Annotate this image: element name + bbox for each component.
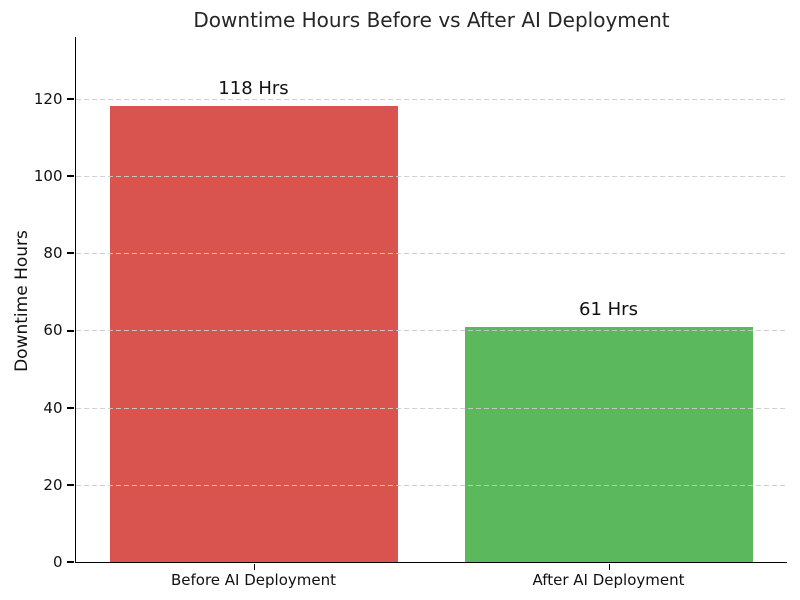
- bar-value-label-before-ai-deployment: 118 Hrs: [218, 78, 289, 99]
- y-tick-label-0: 0: [52, 553, 63, 571]
- gridline-y-20: [75, 485, 787, 486]
- x-tick-label-after-ai-deployment: After AI Deployment: [532, 571, 685, 589]
- gridline-y-80: [75, 253, 787, 254]
- gridline-y-60: [75, 330, 787, 331]
- y-tick-80: [67, 252, 74, 254]
- y-tick-label-20: 20: [43, 476, 63, 494]
- plot-area: 118 Hrs Before AI Deployment 61 Hrs After A…: [34, 37, 787, 589]
- y-tick-label-60: 60: [43, 321, 63, 339]
- chart-title: Downtime Hours Before vs After AI Deploy…: [193, 8, 670, 32]
- y-tick-60: [67, 330, 74, 332]
- y-tick-label-80: 80: [43, 244, 63, 262]
- y-tick-100: [67, 175, 74, 177]
- y-axis-label: Downtime Hours: [12, 230, 32, 372]
- x-tick-after-ai-deployment: [608, 563, 610, 570]
- y-tick-label-100: 100: [33, 167, 63, 185]
- gridline-y-100: [75, 176, 787, 177]
- y-tick-label-120: 120: [33, 90, 63, 108]
- bar-value-label-after-ai-deployment: 61 Hrs: [579, 299, 638, 320]
- gridline-y-120: [75, 99, 787, 100]
- y-tick-label-40: 40: [43, 399, 63, 417]
- bar-before-ai-deployment: [109, 106, 398, 562]
- y-tick-40: [67, 407, 74, 409]
- bar-after-ai-deployment: [464, 327, 753, 562]
- gridline-y-40: [75, 408, 787, 409]
- y-tick-0: [67, 561, 74, 563]
- x-tick-before-ai-deployment: [253, 563, 255, 570]
- x-tick-label-before-ai-deployment: Before AI Deployment: [170, 571, 336, 589]
- y-tick-120: [67, 98, 74, 100]
- y-tick-20: [67, 484, 74, 486]
